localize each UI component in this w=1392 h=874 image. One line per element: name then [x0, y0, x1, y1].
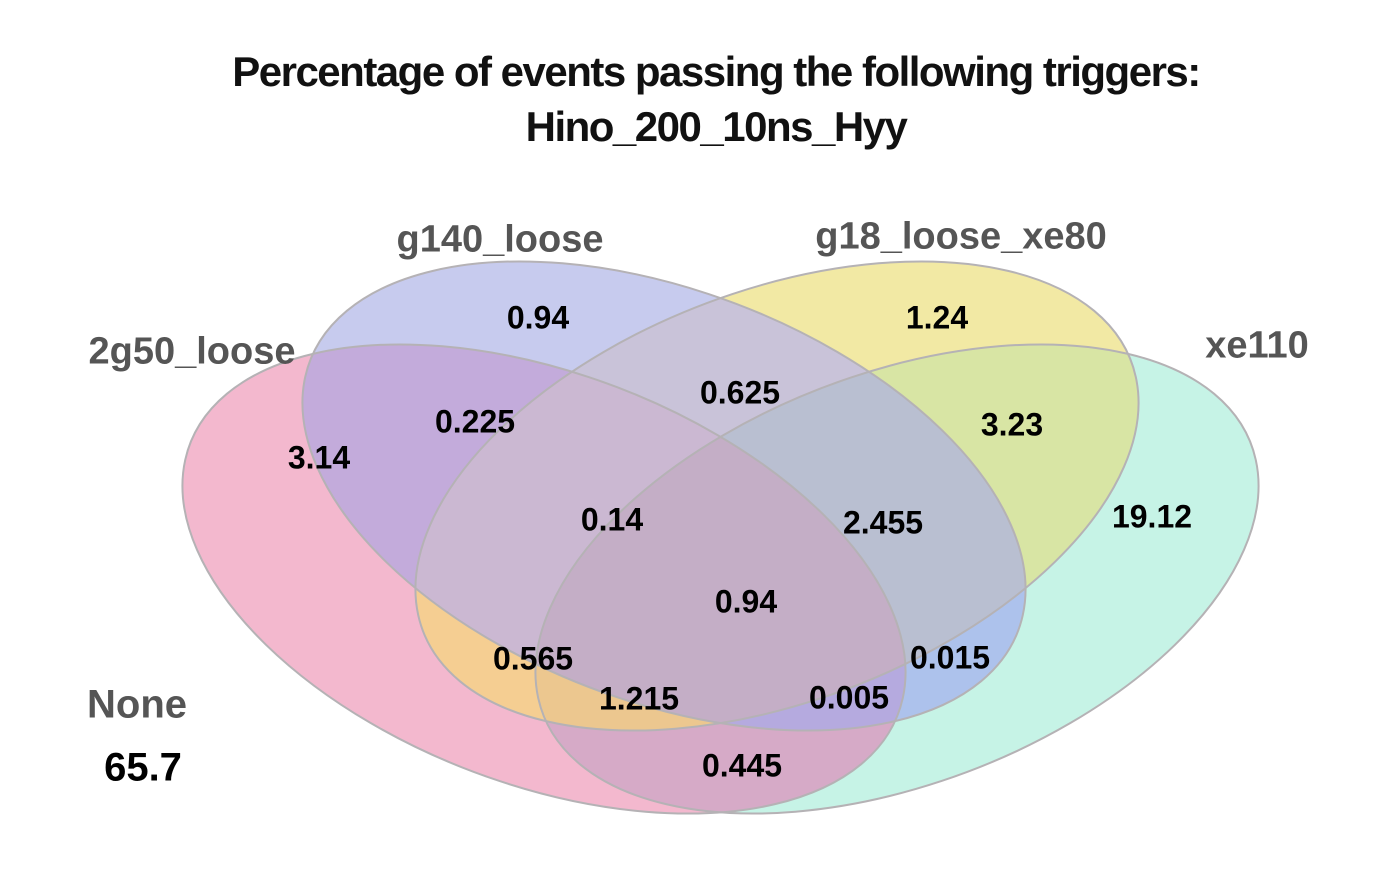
set-label-g140_loose: g140_loose [396, 218, 604, 261]
region-value-g18: 1.24 [905, 299, 969, 336]
set-label-xe110: xe110 [1205, 324, 1309, 367]
none-value: 65.7 [104, 745, 182, 790]
outline-g18_loose_xe80 [286, 167, 1267, 825]
set-label-2g50_loose: 2g50_loose [88, 330, 296, 373]
region-value-2g50-g18-xe110: 1.215 [598, 680, 680, 717]
outline-xe110 [406, 250, 1387, 874]
region-value-g140: 0.94 [506, 299, 570, 336]
outline-2g50_loose [53, 250, 1034, 874]
outline-g140_loose [173, 167, 1154, 825]
region-value-g140-g18: 0.625 [699, 374, 781, 411]
region-value-g140-g18-xe110: 2.455 [842, 504, 924, 541]
none-label: None [87, 682, 187, 727]
region-value-g140-xe110: 0.015 [909, 639, 991, 676]
chart-title: Percentage of events passing the followi… [232, 44, 1201, 155]
chart-title-line1: Percentage of events passing the followi… [232, 48, 1201, 95]
region-value-xe110: 19.12 [1111, 498, 1193, 535]
region-value-2g50-g140-xe110: 0.005 [808, 679, 890, 716]
region-value-all-four: 0.94 [714, 583, 778, 620]
chart-title-line2: Hino_200_10ns_Hyy [525, 103, 908, 151]
region-value-2g50-g140: 0.225 [434, 403, 516, 440]
region-value-2g50: 3.14 [287, 439, 351, 476]
region-value-2g50-g140-g18: 0.14 [580, 501, 644, 538]
region-value-g18-xe110: 3.23 [980, 406, 1044, 443]
region-value-2g50-xe110: 0.445 [701, 747, 783, 784]
set-label-g18_loose_xe80: g18_loose_xe80 [815, 215, 1107, 258]
region-value-2g50-g18: 0.565 [492, 640, 574, 677]
